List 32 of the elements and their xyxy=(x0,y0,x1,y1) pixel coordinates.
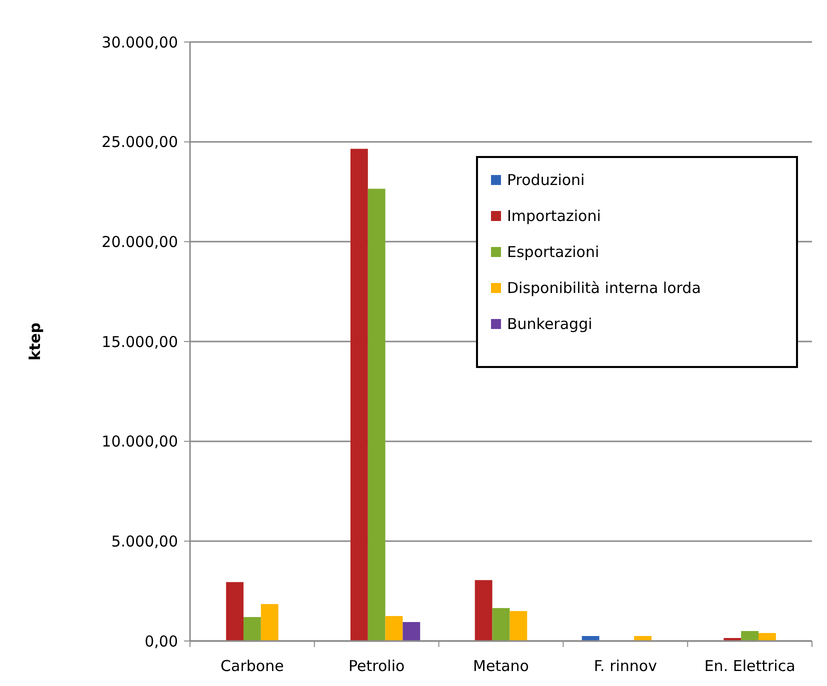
bar xyxy=(758,633,776,641)
x-tick-label: Metano xyxy=(473,657,529,675)
bar xyxy=(582,636,600,641)
bar xyxy=(402,622,420,641)
legend-label: Importazioni xyxy=(507,207,601,225)
bar xyxy=(492,608,510,641)
y-tick-label: 20.000,00 xyxy=(102,232,178,251)
bar xyxy=(226,582,244,641)
legend-label: Disponibilità interna lorda xyxy=(507,279,701,297)
legend-label: Produzioni xyxy=(507,171,585,189)
legend-label: Bunkeraggi xyxy=(507,315,592,333)
x-tick-label: Carbone xyxy=(220,657,284,675)
y-tick-label: 5.000,00 xyxy=(111,532,178,550)
y-tick-label: 15.000,00 xyxy=(102,332,178,351)
y-tick-label: 10.000,00 xyxy=(102,432,178,451)
bar xyxy=(474,580,492,641)
y-tick-label: 25.000,00 xyxy=(102,133,178,152)
bar xyxy=(634,636,652,641)
bar xyxy=(260,604,278,641)
bar xyxy=(243,617,261,641)
bar xyxy=(741,631,759,641)
x-tick-label: En. Elettrica xyxy=(704,657,796,675)
legend-label: Esportazioni xyxy=(507,243,600,261)
x-tick-label: F. rinnov xyxy=(594,657,658,675)
bar xyxy=(368,188,386,641)
x-tick-label: Petrolio xyxy=(348,657,405,675)
bar xyxy=(350,148,368,641)
bar xyxy=(510,611,528,641)
y-tick-label: 0,00 xyxy=(144,632,178,650)
y-tick-label: 30.000,00 xyxy=(102,33,178,52)
bar xyxy=(385,616,403,641)
y-axis-title: ktep xyxy=(26,322,44,361)
